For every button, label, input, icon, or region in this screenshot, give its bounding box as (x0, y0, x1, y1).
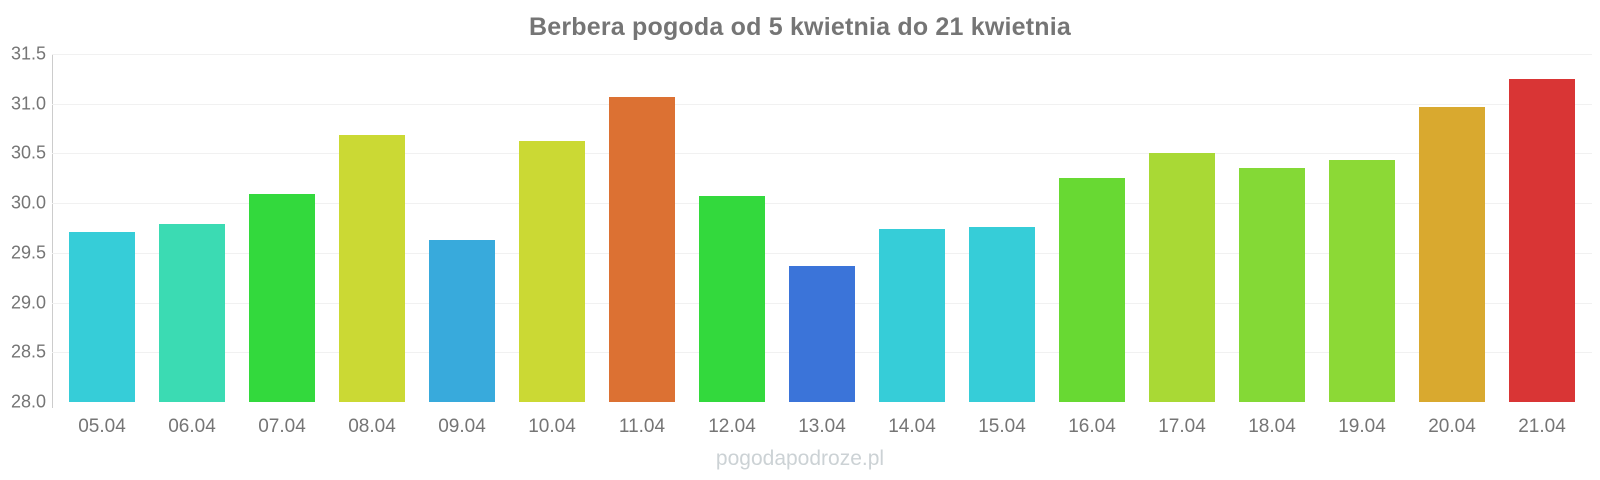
bar-slot-13.04: 13.04 (777, 54, 867, 437)
bar-slot-20.04: 20.04 (1407, 54, 1497, 437)
y-tick-label-28.5: 28.5 (10, 341, 46, 362)
bar-slot-10.04: 10.04 (507, 54, 597, 437)
y-tick-label-28.0: 28.0 (10, 391, 46, 412)
gridline-31.0 (52, 103, 1592, 105)
x-tick-label-11.04: 11.04 (618, 416, 666, 437)
bar-08.04[interactable] (339, 134, 405, 402)
bar-slot-19.04: 19.04 (1317, 54, 1407, 437)
y-tick-label-31.0: 31.0 (10, 93, 46, 114)
y-axis-line (52, 54, 53, 408)
gridline-30.5 (52, 153, 1592, 155)
y-tick-label-30.5: 30.5 (10, 142, 46, 163)
bar-07.04[interactable] (249, 194, 315, 402)
x-tick-label-16.04: 16.04 (1068, 416, 1116, 437)
bar-slot-08.04: 08.04 (327, 54, 417, 437)
bar-12.04[interactable] (699, 196, 765, 402)
bar-05.04[interactable] (69, 231, 135, 402)
y-tick-label-29.5: 29.5 (10, 242, 46, 263)
bar-slot-18.04: 18.04 (1227, 54, 1317, 437)
plot-area: 05.04 06.04 07.04 08.04 09.04 10.04 11.04 12.04… (52, 54, 1592, 437)
bar-slot-15.04: 15.04 (957, 54, 1047, 437)
bar-21.04[interactable] (1509, 78, 1575, 402)
bar-slot-17.04: 17.04 (1137, 54, 1227, 437)
x-tick-label-12.04: 12.04 (708, 416, 756, 437)
watermark-text: pogodapodroze.pl (715, 447, 885, 470)
bar-slot-05.04: 05.04 (57, 54, 147, 437)
x-tick-label-09.04: 09.04 (438, 416, 486, 437)
bar-20.04[interactable] (1419, 106, 1485, 402)
bar-slot-16.04: 16.04 (1047, 54, 1137, 437)
bar-11.04[interactable] (609, 96, 675, 402)
y-tick-label-31.5: 31.5 (10, 43, 46, 64)
x-tick-label-17.04: 17.04 (1158, 416, 1206, 437)
gridline-29.5 (52, 252, 1592, 254)
x-tick-label-06.04: 06.04 (168, 416, 216, 437)
bars-container: 05.04 06.04 07.04 08.04 09.04 10.04 11.04 12.04… (52, 54, 1592, 437)
y-tick-label-29.0: 29.0 (10, 292, 46, 313)
x-tick-label-19.04: 19.04 (1338, 416, 1386, 437)
x-tick-label-10.04: 10.04 (528, 416, 576, 437)
bar-16.04[interactable] (1059, 178, 1125, 402)
bar-17.04[interactable] (1149, 153, 1215, 402)
bar-slot-06.04: 06.04 (147, 54, 237, 437)
bar-slot-21.04: 21.04 (1497, 54, 1587, 437)
gridline-30.0 (52, 203, 1592, 205)
bar-slot-12.04: 12.04 (687, 54, 777, 437)
x-tick-label-18.04: 18.04 (1248, 416, 1296, 437)
bar-19.04[interactable] (1329, 160, 1395, 402)
bar-14.04[interactable] (879, 229, 945, 402)
x-tick-label-15.04: 15.04 (978, 416, 1026, 437)
chart-title: Berbera pogoda od 5 kwietnia do 21 kwiet… (528, 13, 1072, 41)
bar-slot-09.04: 09.04 (417, 54, 507, 437)
x-tick-label-21.04: 21.04 (1518, 416, 1566, 437)
bar-slot-11.04: 11.04 (597, 54, 687, 437)
bar-slot-14.04: 14.04 (867, 54, 957, 437)
y-tick-label-30.0: 30.0 (10, 192, 46, 213)
bar-10.04[interactable] (519, 140, 585, 402)
gridline-31.5 (52, 54, 1592, 55)
bar-06.04[interactable] (159, 224, 225, 402)
bar-15.04[interactable] (969, 227, 1035, 402)
x-tick-label-13.04: 13.04 (798, 416, 846, 437)
bar-09.04[interactable] (429, 239, 495, 402)
x-tick-label-05.04: 05.04 (78, 416, 126, 437)
x-tick-label-14.04: 14.04 (888, 416, 936, 437)
x-tick-label-20.04: 20.04 (1428, 416, 1476, 437)
x-tick-label-08.04: 08.04 (348, 416, 396, 437)
x-tick-label-07.04: 07.04 (258, 416, 306, 437)
bar-slot-07.04: 07.04 (237, 54, 327, 437)
bar-18.04[interactable] (1239, 168, 1305, 402)
bar-13.04[interactable] (789, 265, 855, 402)
